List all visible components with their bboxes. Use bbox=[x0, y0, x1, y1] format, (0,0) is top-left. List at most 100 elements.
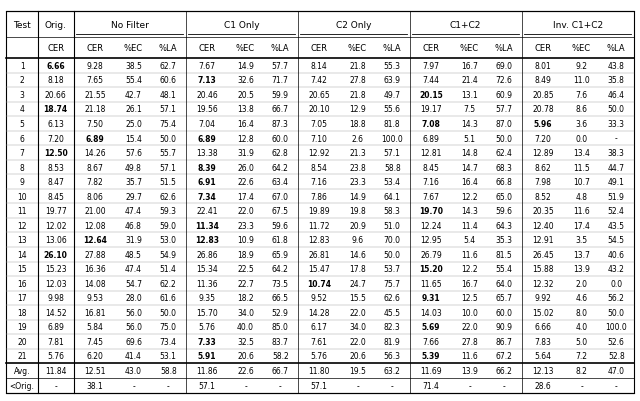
Text: 6.89: 6.89 bbox=[86, 134, 104, 143]
Text: 67.5: 67.5 bbox=[272, 207, 289, 216]
Text: 12.83: 12.83 bbox=[308, 236, 330, 245]
Text: 3.6: 3.6 bbox=[575, 119, 588, 129]
Text: C1+C2: C1+C2 bbox=[450, 20, 481, 30]
Text: 51.5: 51.5 bbox=[160, 178, 177, 186]
Text: 11.69: 11.69 bbox=[420, 366, 442, 375]
Text: 8.49: 8.49 bbox=[534, 76, 551, 85]
Text: 51.9: 51.9 bbox=[608, 192, 625, 201]
Text: 50.0: 50.0 bbox=[160, 308, 177, 317]
Text: -: - bbox=[167, 381, 170, 390]
Text: 9.52: 9.52 bbox=[310, 294, 327, 303]
Text: 53.4: 53.4 bbox=[384, 178, 401, 186]
Text: 50.0: 50.0 bbox=[608, 105, 625, 114]
Text: 14.08: 14.08 bbox=[84, 279, 106, 288]
Text: 7: 7 bbox=[20, 149, 24, 158]
Text: 66.8: 66.8 bbox=[496, 178, 513, 186]
Text: 5.76: 5.76 bbox=[310, 352, 328, 360]
Text: 12.50: 12.50 bbox=[44, 149, 68, 158]
Text: 43.5: 43.5 bbox=[608, 221, 625, 230]
Text: 8.06: 8.06 bbox=[86, 192, 103, 201]
Text: 2.0: 2.0 bbox=[575, 279, 588, 288]
Text: 69.6: 69.6 bbox=[125, 337, 142, 346]
Text: 52.8: 52.8 bbox=[608, 352, 625, 360]
Text: 5.96: 5.96 bbox=[534, 119, 552, 129]
Text: 5.84: 5.84 bbox=[86, 322, 103, 332]
Text: 7.2: 7.2 bbox=[575, 352, 588, 360]
Text: 20.9: 20.9 bbox=[349, 221, 366, 230]
Text: 8.47: 8.47 bbox=[47, 178, 64, 186]
Text: 13.38: 13.38 bbox=[196, 149, 218, 158]
Text: 11.34: 11.34 bbox=[195, 221, 219, 230]
Text: 28.6: 28.6 bbox=[534, 381, 551, 390]
Text: 11.5: 11.5 bbox=[573, 163, 590, 172]
Text: 16: 16 bbox=[17, 279, 27, 288]
Text: 12.8: 12.8 bbox=[237, 134, 254, 143]
Text: 86.7: 86.7 bbox=[496, 337, 513, 346]
Text: 65.9: 65.9 bbox=[272, 250, 289, 259]
Text: Orig.: Orig. bbox=[45, 20, 67, 30]
Text: -: - bbox=[503, 381, 506, 390]
Text: 63.4: 63.4 bbox=[272, 178, 289, 186]
Text: 7.97: 7.97 bbox=[422, 62, 440, 71]
Text: 15.20: 15.20 bbox=[419, 265, 443, 273]
Text: 7.10: 7.10 bbox=[310, 134, 327, 143]
Text: 81.5: 81.5 bbox=[496, 250, 513, 259]
Text: 62.6: 62.6 bbox=[384, 294, 401, 303]
Text: 72.6: 72.6 bbox=[496, 76, 513, 85]
Text: 64.1: 64.1 bbox=[384, 192, 401, 201]
Text: 57.1: 57.1 bbox=[160, 163, 177, 172]
Text: 46.8: 46.8 bbox=[125, 221, 142, 230]
Text: 7.98: 7.98 bbox=[534, 178, 551, 186]
Text: 71.7: 71.7 bbox=[272, 76, 289, 85]
Text: CER: CER bbox=[198, 44, 216, 53]
Text: 87.3: 87.3 bbox=[272, 119, 289, 129]
Text: 8.01: 8.01 bbox=[534, 62, 551, 71]
Text: 5.64: 5.64 bbox=[534, 352, 552, 360]
Text: C1 Only: C1 Only bbox=[224, 20, 259, 30]
Text: 12.24: 12.24 bbox=[420, 221, 442, 230]
Text: 62.4: 62.4 bbox=[496, 149, 513, 158]
Text: 66.2: 66.2 bbox=[496, 366, 513, 375]
Text: 53.1: 53.1 bbox=[160, 352, 177, 360]
Text: -: - bbox=[279, 381, 282, 390]
Text: 9.2: 9.2 bbox=[575, 62, 588, 71]
Text: 9.92: 9.92 bbox=[534, 294, 551, 303]
Text: 12.64: 12.64 bbox=[83, 236, 107, 245]
Text: 8.67: 8.67 bbox=[86, 163, 103, 172]
Text: 35.8: 35.8 bbox=[608, 76, 625, 85]
Text: 22.7: 22.7 bbox=[237, 279, 254, 288]
Text: 57.1: 57.1 bbox=[384, 149, 401, 158]
Text: 5.76: 5.76 bbox=[198, 322, 216, 332]
Text: 16.81: 16.81 bbox=[84, 308, 106, 317]
Text: 27.8: 27.8 bbox=[461, 337, 478, 346]
Text: 9.98: 9.98 bbox=[47, 294, 64, 303]
Text: %EC: %EC bbox=[236, 44, 255, 53]
Text: 5: 5 bbox=[20, 119, 24, 129]
Text: 51.0: 51.0 bbox=[384, 221, 401, 230]
Text: 50.0: 50.0 bbox=[608, 308, 625, 317]
Text: 55.4: 55.4 bbox=[125, 76, 142, 85]
Text: 61.6: 61.6 bbox=[160, 294, 177, 303]
Text: 12.9: 12.9 bbox=[349, 105, 366, 114]
Text: 73.5: 73.5 bbox=[272, 279, 289, 288]
Text: 26.81: 26.81 bbox=[308, 250, 330, 259]
Text: 10.9: 10.9 bbox=[237, 236, 254, 245]
Text: 10.7: 10.7 bbox=[573, 178, 590, 186]
Text: 19.8: 19.8 bbox=[349, 207, 366, 216]
Text: 11.0: 11.0 bbox=[573, 76, 590, 85]
Text: 5.0: 5.0 bbox=[575, 337, 588, 346]
Text: 22.6: 22.6 bbox=[237, 366, 254, 375]
Text: 46.4: 46.4 bbox=[608, 91, 625, 100]
Text: 49.8: 49.8 bbox=[125, 163, 142, 172]
Text: 4.0: 4.0 bbox=[575, 322, 588, 332]
Text: 7.67: 7.67 bbox=[422, 192, 440, 201]
Text: CER: CER bbox=[534, 44, 552, 53]
Text: 68.3: 68.3 bbox=[496, 163, 513, 172]
Text: 64.0: 64.0 bbox=[496, 279, 513, 288]
Text: 75.4: 75.4 bbox=[160, 119, 177, 129]
Text: 56.0: 56.0 bbox=[125, 308, 142, 317]
Text: 83.7: 83.7 bbox=[272, 337, 289, 346]
Text: 13.8: 13.8 bbox=[237, 105, 254, 114]
Text: 32.6: 32.6 bbox=[237, 76, 254, 85]
Text: 10.0: 10.0 bbox=[461, 308, 478, 317]
